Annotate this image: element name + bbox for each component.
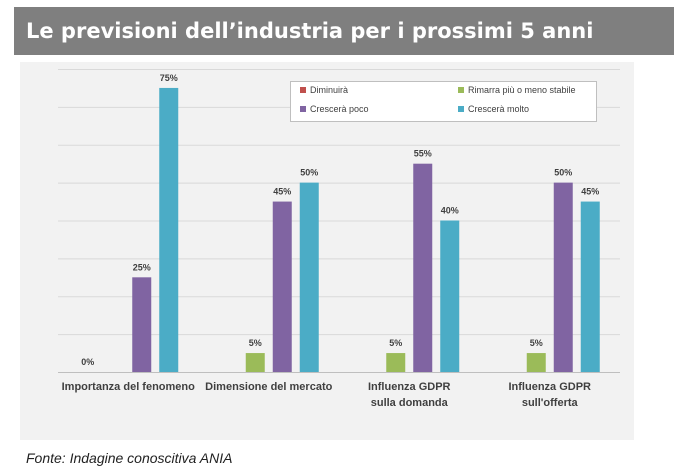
- legend-label: Rimarra più o meno stabile: [468, 85, 576, 95]
- data-label: 75%: [160, 73, 178, 83]
- category-label: sull'offerta: [522, 397, 579, 409]
- data-label: 5%: [249, 338, 262, 348]
- bar: [580, 201, 600, 372]
- data-label: 0%: [81, 357, 94, 367]
- bar: [440, 220, 460, 372]
- legend-label: Crescerà molto: [468, 104, 529, 114]
- bar: [299, 182, 319, 372]
- bar: [159, 87, 179, 372]
- bar: [553, 182, 573, 372]
- data-label: 40%: [441, 206, 459, 216]
- bar: [245, 353, 265, 372]
- bar: [132, 277, 152, 372]
- source-note: Fonte: Indagine conoscitiva ANIA: [26, 450, 233, 466]
- bar: [386, 353, 406, 372]
- category-label: Influenza GDPR: [508, 381, 591, 393]
- data-label: 45%: [581, 187, 599, 197]
- legend-swatch: [458, 106, 464, 112]
- data-label: 50%: [300, 168, 318, 178]
- data-label: 5%: [389, 338, 402, 348]
- data-label: 50%: [554, 168, 572, 178]
- bar: [413, 163, 433, 372]
- category-label: Importanza del fenomeno: [62, 381, 196, 393]
- data-label: 55%: [414, 149, 432, 159]
- legend-swatch: [458, 87, 464, 93]
- category-label: Influenza GDPR: [368, 381, 451, 393]
- bar-chart: 0% 25% 75% Importanza del fenomeno 5% 45% 50% D…: [58, 69, 620, 409]
- bar: [526, 353, 546, 372]
- category-label: Dimensione del mercato: [205, 381, 332, 393]
- legend: [290, 81, 597, 122]
- legend-label: Diminuirà: [310, 85, 348, 95]
- chart-panel: 0% 25% 75% Importanza del fenomeno 5% 45% 50% D…: [20, 62, 634, 440]
- bar: [272, 201, 292, 372]
- category-label: sulla domanda: [371, 397, 449, 409]
- data-label: 5%: [530, 338, 543, 348]
- legend-swatch: [300, 87, 306, 93]
- data-label: 25%: [133, 262, 151, 272]
- legend-label: Crescerà poco: [310, 104, 369, 114]
- slide-title: Le previsioni dell’industria per i pross…: [14, 7, 674, 55]
- legend-swatch: [300, 106, 306, 112]
- data-label: 45%: [273, 187, 291, 197]
